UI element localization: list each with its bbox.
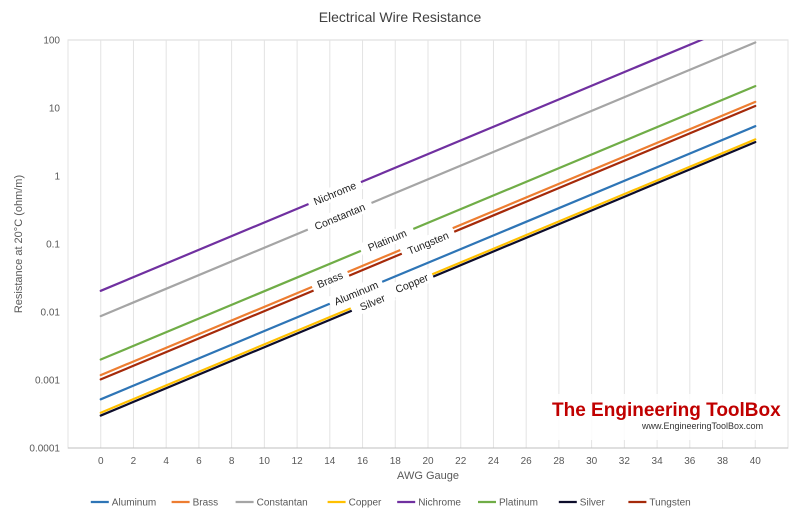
legend-label: Constantan — [257, 498, 308, 509]
legend-label: Silver — [580, 498, 606, 509]
line-label-background — [305, 175, 364, 211]
line-label-background — [349, 287, 396, 318]
x-tick-label: 38 — [717, 456, 729, 467]
legend-item-copper: Copper — [327, 498, 382, 509]
x-tick-label: 28 — [553, 456, 565, 467]
watermark: The Engineering ToolBox www.EngineeringT… — [548, 394, 781, 440]
x-tick-label: 4 — [163, 456, 169, 467]
y-tick-label: 100 — [43, 36, 60, 47]
series-line-platinum — [99, 84, 757, 361]
legend-label: Aluminum — [112, 498, 156, 509]
y-tick-label: 0.01 — [41, 308, 61, 319]
x-tick-label: 12 — [292, 456, 304, 467]
legend-item-platinum: Platinum — [478, 498, 538, 509]
x-tick-label: 32 — [619, 456, 631, 467]
chart-title: Electrical Wire Resistance — [319, 9, 482, 25]
legend-label: Tungsten — [649, 498, 690, 509]
x-tick-label: 30 — [586, 456, 598, 467]
watermark-background — [548, 394, 768, 440]
watermark-title: The Engineering ToolBox — [552, 400, 781, 421]
x-tick-label: 0 — [98, 456, 104, 467]
x-tick-label: 40 — [750, 456, 762, 467]
y-tick-label: 10 — [49, 104, 61, 115]
y-tick-label: 0.0001 — [29, 444, 60, 455]
x-tick-label: 22 — [455, 456, 467, 467]
legend-label: Brass — [193, 498, 219, 509]
legend-label: Copper — [349, 498, 382, 509]
legend-item-tungsten: Tungsten — [628, 498, 691, 509]
legend: Aluminum Brass Constantan Copper Nichrome Pla… — [90, 498, 691, 509]
line-label-background — [327, 275, 385, 311]
series-line-aluminum — [99, 125, 757, 401]
legend-item-brass: Brass — [171, 498, 219, 509]
x-tick-label: 8 — [229, 456, 235, 467]
y-tick-label: 1 — [54, 172, 60, 183]
line-label-background — [358, 222, 416, 258]
x-tick-label: 26 — [521, 456, 533, 467]
y-axis-title: Resistance at 20°C (ohm/m) — [13, 175, 25, 313]
x-tick-labels: 0 2 4 6 8 10 12 14 16 18 20 22 24 26 28 30 32 34 36 38 40 — [98, 456, 761, 467]
x-tick-label: 2 — [131, 456, 137, 467]
legend-item-constantan: Constantan — [235, 498, 308, 509]
x-tick-label: 6 — [196, 456, 202, 467]
x-tick-label: 24 — [488, 456, 500, 467]
x-tick-label: 36 — [684, 456, 696, 467]
x-axis-title: AWG Gauge — [397, 470, 459, 482]
legend-item-silver: Silver — [558, 498, 606, 509]
x-tick-label: 34 — [652, 456, 664, 467]
x-tick-label: 10 — [259, 456, 271, 467]
y-tick-label: 0.001 — [35, 376, 60, 387]
series-line-constantan — [99, 41, 757, 318]
watermark-url: www.EngineeringToolBox.com — [641, 421, 763, 431]
series-line-nichrome — [99, 40, 704, 292]
line-label-background — [399, 225, 457, 261]
x-tick-label: 20 — [422, 456, 434, 467]
x-tick-label: 16 — [357, 456, 369, 467]
legend-label: Nichrome — [418, 498, 461, 509]
line-label-background — [305, 196, 375, 236]
line-label-background — [388, 267, 435, 298]
legend-label: Platinum — [499, 498, 538, 509]
legend-item-nichrome: Nichrome — [397, 498, 461, 509]
y-tick-label: 0.1 — [46, 240, 60, 251]
y-tick-labels: 0.0001 0.001 0.01 0.1 1 10 100 — [29, 36, 60, 455]
x-tick-label: 14 — [324, 456, 336, 467]
line-label-background — [309, 265, 351, 294]
legend-item-aluminum: Aluminum — [90, 498, 156, 509]
x-tick-label: 18 — [390, 456, 402, 467]
